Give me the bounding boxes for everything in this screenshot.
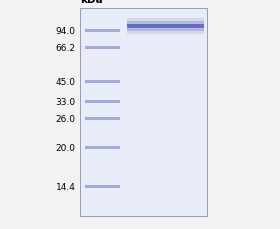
Bar [85, 81, 120, 84]
Text: 20.0: 20.0 [56, 143, 76, 152]
Text: 66.2: 66.2 [56, 44, 76, 53]
Bar [85, 100, 120, 103]
Bar [85, 117, 120, 120]
Text: 26.0: 26.0 [56, 114, 76, 124]
Bar [85, 185, 120, 188]
Text: 94.0: 94.0 [56, 26, 76, 35]
Text: kDa: kDa [80, 0, 102, 5]
Bar [127, 25, 204, 29]
Bar [85, 29, 120, 32]
Bar [127, 19, 204, 35]
Bar [127, 22, 204, 32]
Bar [127, 25, 204, 29]
Bar [85, 46, 120, 49]
Text: 45.0: 45.0 [56, 78, 76, 87]
Text: 33.0: 33.0 [55, 97, 76, 106]
Bar [80, 9, 207, 216]
Bar [85, 146, 120, 149]
Text: 14.4: 14.4 [56, 182, 76, 191]
